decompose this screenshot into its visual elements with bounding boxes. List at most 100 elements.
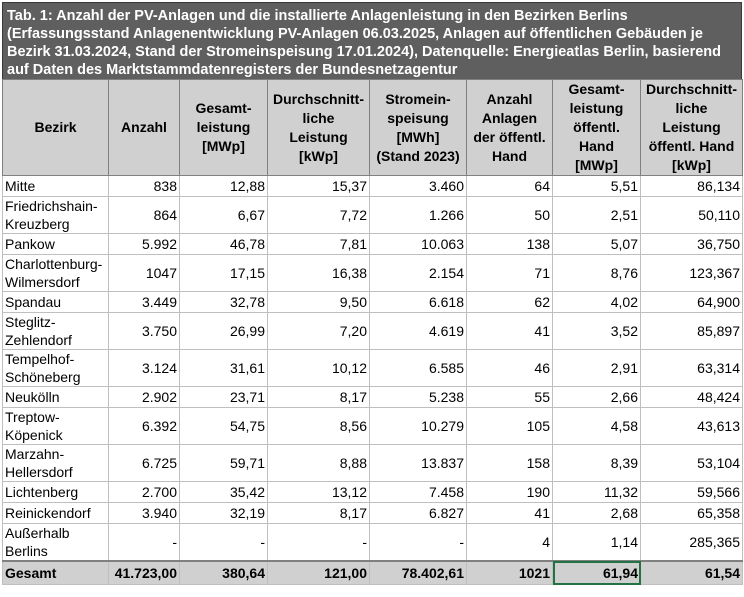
- cell-stromeinspeisung[interactable]: -: [369, 523, 467, 562]
- cell-anzahl-oeffentl[interactable]: 46: [466, 349, 553, 387]
- total-cell-gesamtleistung-oeffentl[interactable]: 61,94: [552, 560, 641, 585]
- cell-durchschnitt-oeffentl[interactable]: 65,358: [640, 502, 743, 524]
- cell-stromeinspeisung[interactable]: 4.619: [369, 312, 467, 350]
- cell-durchschnitt[interactable]: 13,12: [267, 481, 370, 503]
- cell-gesamtleistung-oeffentl[interactable]: 2,68: [552, 502, 641, 524]
- cell-stromeinspeisung[interactable]: 5.238: [369, 386, 467, 408]
- cell-anzahl-oeffentl[interactable]: 138: [466, 233, 553, 255]
- cell-stromeinspeisung[interactable]: 1.266: [369, 196, 467, 234]
- cell-bezirk[interactable]: Spandau: [2, 291, 109, 313]
- total-cell-gesamtleistung[interactable]: 380,64: [179, 560, 268, 585]
- cell-anzahl[interactable]: 2.700: [108, 481, 180, 503]
- cell-gesamtleistung[interactable]: 54,75: [179, 407, 268, 445]
- cell-stromeinspeisung[interactable]: 3.460: [369, 175, 467, 197]
- cell-stromeinspeisung[interactable]: 10.279: [369, 407, 467, 445]
- cell-durchschnitt[interactable]: 16,38: [267, 254, 370, 292]
- cell-durchschnitt[interactable]: 8,17: [267, 386, 370, 408]
- cell-durchschnitt-oeffentl[interactable]: 53,104: [640, 444, 743, 482]
- cell-anzahl-oeffentl[interactable]: 41: [466, 502, 553, 524]
- header-bezirk[interactable]: Bezirk: [2, 79, 109, 176]
- cell-gesamtleistung[interactable]: 59,71: [179, 444, 268, 482]
- cell-gesamtleistung[interactable]: 31,61: [179, 349, 268, 387]
- cell-anzahl[interactable]: 1047: [108, 254, 180, 292]
- cell-gesamtleistung-oeffentl[interactable]: 3,52: [552, 312, 641, 350]
- cell-gesamtleistung[interactable]: 46,78: [179, 233, 268, 255]
- header-durchschnitt-oeffentl[interactable]: Durchschnitt- liche Leistung öffentl. Ha…: [640, 79, 743, 176]
- cell-anzahl[interactable]: 6.392: [108, 407, 180, 445]
- header-gesamtleistung[interactable]: Gesamt- leistung [MWp]: [179, 79, 268, 176]
- cell-gesamtleistung-oeffentl[interactable]: 2,91: [552, 349, 641, 387]
- cell-durchschnitt[interactable]: 9,50: [267, 291, 370, 313]
- cell-anzahl-oeffentl[interactable]: 158: [466, 444, 553, 482]
- cell-anzahl-oeffentl[interactable]: 50: [466, 196, 553, 234]
- cell-stromeinspeisung[interactable]: 2.154: [369, 254, 467, 292]
- cell-durchschnitt-oeffentl[interactable]: 86,134: [640, 175, 743, 197]
- cell-stromeinspeisung[interactable]: 6.618: [369, 291, 467, 313]
- cell-gesamtleistung[interactable]: 32,78: [179, 291, 268, 313]
- cell-durchschnitt-oeffentl[interactable]: 63,314: [640, 349, 743, 387]
- cell-durchschnitt[interactable]: 10,12: [267, 349, 370, 387]
- cell-anzahl[interactable]: 3.124: [108, 349, 180, 387]
- total-cell-anzahl-oeffentl[interactable]: 1021: [466, 560, 553, 585]
- cell-gesamtleistung[interactable]: 23,71: [179, 386, 268, 408]
- cell-durchschnitt-oeffentl[interactable]: 64,900: [640, 291, 743, 313]
- total-cell-durchschnitt[interactable]: 121,00: [267, 560, 370, 585]
- cell-bezirk[interactable]: Charlottenburg- Wilmersdorf: [2, 254, 109, 292]
- cell-anzahl-oeffentl[interactable]: 71: [466, 254, 553, 292]
- cell-anzahl[interactable]: 2.902: [108, 386, 180, 408]
- cell-gesamtleistung[interactable]: -: [179, 523, 268, 562]
- cell-bezirk[interactable]: Pankow: [2, 233, 109, 255]
- cell-durchschnitt[interactable]: -: [267, 523, 370, 562]
- cell-anzahl[interactable]: 864: [108, 196, 180, 234]
- cell-gesamtleistung[interactable]: 26,99: [179, 312, 268, 350]
- cell-gesamtleistung-oeffentl[interactable]: 8,76: [552, 254, 641, 292]
- cell-anzahl[interactable]: 838: [108, 175, 180, 197]
- cell-bezirk[interactable]: Marzahn- Hellersdorf: [2, 444, 109, 482]
- total-cell-durchschnitt-oeffentl[interactable]: 61,54: [640, 560, 743, 585]
- cell-durchschnitt-oeffentl[interactable]: 123,367: [640, 254, 743, 292]
- cell-durchschnitt[interactable]: 8,56: [267, 407, 370, 445]
- cell-gesamtleistung[interactable]: 12,88: [179, 175, 268, 197]
- total-cell-stromeinspeisung[interactable]: 78.402,61: [369, 560, 467, 585]
- cell-bezirk[interactable]: Treptow- Köpenick: [2, 407, 109, 445]
- cell-bezirk[interactable]: Lichtenberg: [2, 481, 109, 503]
- total-cell-bezirk[interactable]: Gesamt: [2, 560, 109, 585]
- cell-anzahl[interactable]: 3.449: [108, 291, 180, 313]
- cell-durchschnitt-oeffentl[interactable]: 36,750: [640, 233, 743, 255]
- cell-gesamtleistung-oeffentl[interactable]: 8,39: [552, 444, 641, 482]
- cell-bezirk[interactable]: Friedrichshain- Kreuzberg: [2, 196, 109, 234]
- cell-bezirk[interactable]: Tempelhof- Schöneberg: [2, 349, 109, 387]
- cell-gesamtleistung[interactable]: 6,67: [179, 196, 268, 234]
- cell-gesamtleistung-oeffentl[interactable]: 1,14: [552, 523, 641, 562]
- cell-gesamtleistung[interactable]: 17,15: [179, 254, 268, 292]
- cell-bezirk[interactable]: Reinickendorf: [2, 502, 109, 524]
- total-cell-anzahl[interactable]: 41.723,00: [108, 560, 180, 585]
- cell-durchschnitt[interactable]: 7,72: [267, 196, 370, 234]
- cell-anzahl-oeffentl[interactable]: 62: [466, 291, 553, 313]
- cell-anzahl-oeffentl[interactable]: 4: [466, 523, 553, 562]
- cell-durchschnitt-oeffentl[interactable]: 285,365: [640, 523, 743, 562]
- cell-stromeinspeisung[interactable]: 13.837: [369, 444, 467, 482]
- cell-anzahl-oeffentl[interactable]: 190: [466, 481, 553, 503]
- cell-bezirk[interactable]: Außerhalb Berlins: [2, 523, 109, 562]
- cell-durchschnitt[interactable]: 7,20: [267, 312, 370, 350]
- cell-durchschnitt-oeffentl[interactable]: 48,424: [640, 386, 743, 408]
- cell-anzahl[interactable]: -: [108, 523, 180, 562]
- header-durchschnittliche-leistung[interactable]: Durchschnitt- liche Leistung [kWp]: [267, 79, 370, 176]
- cell-durchschnitt[interactable]: 7,81: [267, 233, 370, 255]
- cell-durchschnitt-oeffentl[interactable]: 85,897: [640, 312, 743, 350]
- cell-anzahl-oeffentl[interactable]: 105: [466, 407, 553, 445]
- cell-anzahl[interactable]: 3.940: [108, 502, 180, 524]
- cell-anzahl[interactable]: 5.992: [108, 233, 180, 255]
- cell-durchschnitt[interactable]: 8,88: [267, 444, 370, 482]
- cell-gesamtleistung-oeffentl[interactable]: 11,32: [552, 481, 641, 503]
- cell-gesamtleistung[interactable]: 32,19: [179, 502, 268, 524]
- cell-gesamtleistung-oeffentl[interactable]: 2,51: [552, 196, 641, 234]
- cell-durchschnitt-oeffentl[interactable]: 50,110: [640, 196, 743, 234]
- header-anzahl-oeffentl[interactable]: Anzahl Anlagen der öffentl. Hand: [466, 79, 553, 176]
- header-gesamtleistung-oeffentl[interactable]: Gesamt- leistung öffentl. Hand [MWp]: [552, 79, 641, 176]
- header-stromeinspeisung[interactable]: Stromein- speisung [MWh] (Stand 2023): [369, 79, 467, 176]
- cell-bezirk[interactable]: Steglitz- Zehlendorf: [2, 312, 109, 350]
- cell-gesamtleistung-oeffentl[interactable]: 4,58: [552, 407, 641, 445]
- cell-stromeinspeisung[interactable]: 6.585: [369, 349, 467, 387]
